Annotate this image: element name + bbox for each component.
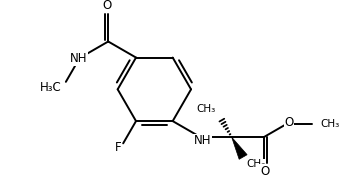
Text: H₃C: H₃C [40,81,62,94]
Text: NH: NH [194,134,211,147]
Polygon shape [232,137,247,159]
Text: O: O [103,0,112,12]
Text: F: F [115,140,122,153]
Text: O: O [284,116,293,129]
Text: NH: NH [70,53,87,66]
Text: CH₃: CH₃ [246,159,265,169]
Text: CH₃: CH₃ [196,104,216,114]
Text: O: O [260,165,269,178]
Text: CH₃: CH₃ [321,119,340,129]
